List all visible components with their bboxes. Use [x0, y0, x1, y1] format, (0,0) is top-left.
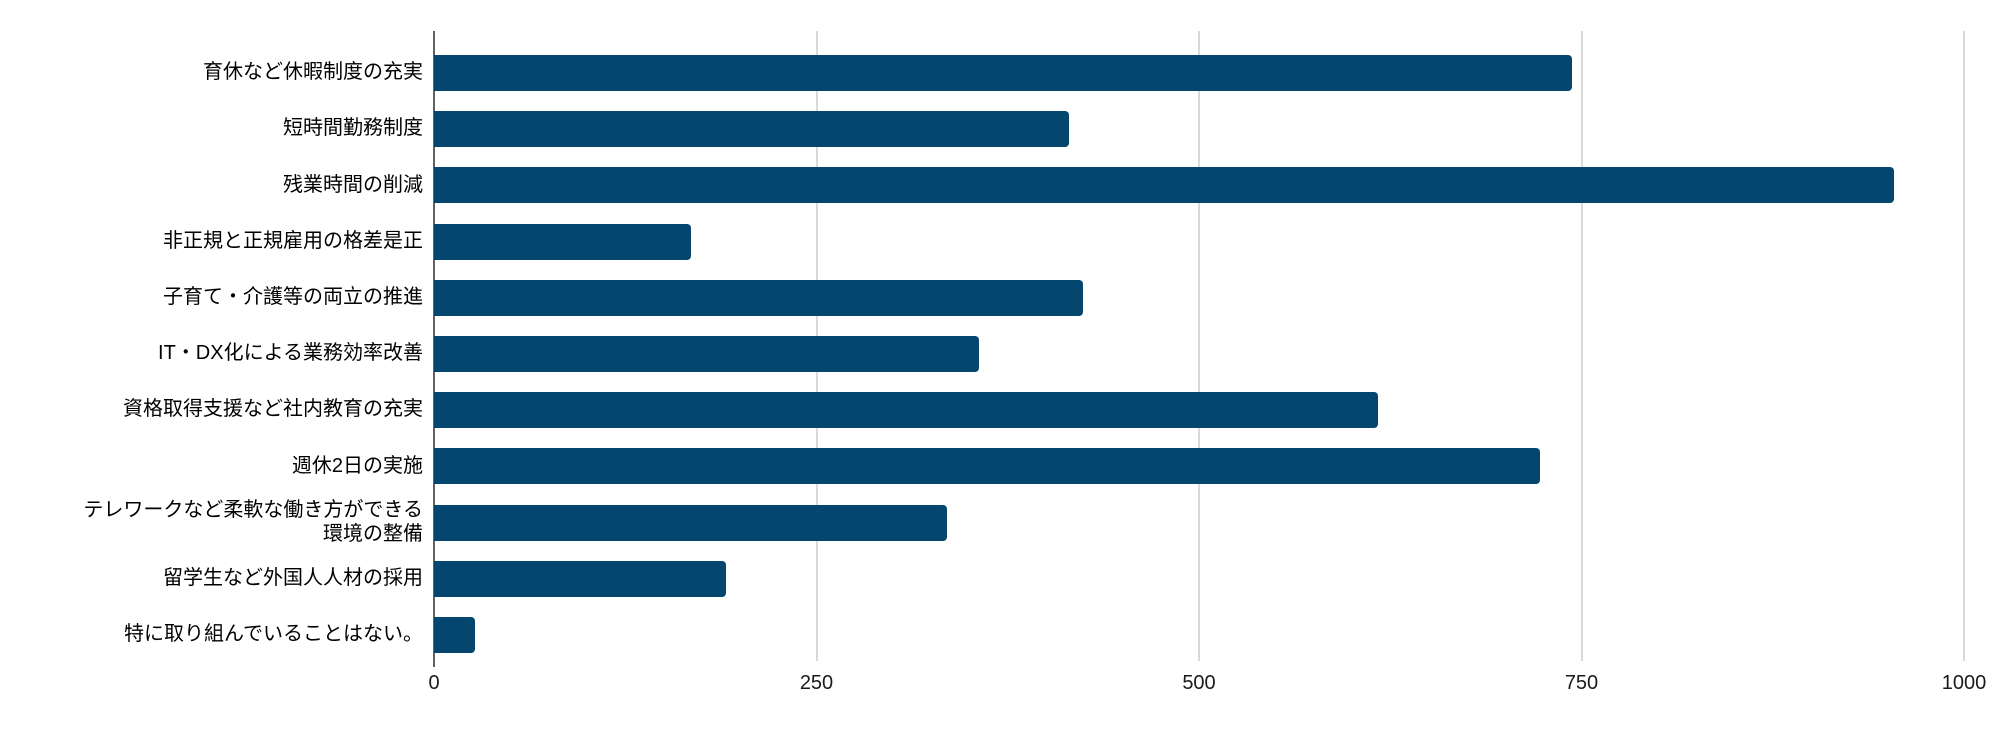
gridline [1963, 31, 1965, 661]
x-tick-label: 250 [799, 672, 834, 694]
category-label: 特に取り組んでいることはない。 [124, 623, 423, 646]
bar [434, 616, 476, 653]
category-label: 留学生など外国人人材の採用 [163, 566, 423, 589]
bar [434, 223, 692, 260]
chart-row: 子育て・介護等の両立の推進 [0, 270, 1964, 326]
gridline [1580, 31, 1583, 661]
chart-row: 残業時間の削減 [0, 157, 1964, 213]
bar-track [434, 326, 1964, 382]
chart-row: 留学生など外国人人材の採用 [0, 551, 1964, 607]
bar [434, 167, 1894, 204]
gridline [1198, 31, 1200, 661]
bar [434, 560, 727, 597]
chart-row: 短時間勤務制度 [0, 101, 1964, 157]
category-label: 育休など休暇制度の充実 [203, 61, 423, 84]
x-tick-label: 1000 [1941, 672, 1987, 694]
x-axis-ticks: 0 250 500 750 1000 [428, 672, 1986, 698]
bar [434, 392, 1378, 429]
bar-track [434, 214, 1964, 270]
x-tick-label: 0 [428, 672, 440, 694]
chart-row: 非正規と正規雇用の格差是正 [0, 214, 1964, 270]
category-label: 週休2日の実施 [291, 454, 423, 477]
chart-row: IT・DX化による業務効率改善 [0, 326, 1964, 382]
chart-rows: 育休など休暇制度の充実短時間勤務制度 残業時間の削減非正規と正規雇用の格差是正 子育… [0, 45, 1964, 663]
bar-track [434, 157, 1964, 213]
bar [434, 279, 1083, 316]
bar-track [434, 45, 1964, 101]
x-tick-label: 750 [1564, 672, 1599, 694]
bar-track [434, 495, 1964, 551]
chart-row: 資格取得支援など社内教育の充実 [0, 382, 1964, 438]
category-label: IT・DX化による業務効率改善 [158, 342, 423, 365]
bar-track [434, 551, 1964, 607]
category-label: テレワークなど柔軟な働き方ができる 環境の整備 [83, 499, 423, 545]
bar-track [434, 270, 1964, 326]
chart-row: 育休など休暇制度の充実 [0, 45, 1964, 101]
category-label: 子育て・介護等の両立の推進 [163, 286, 423, 309]
bar [434, 448, 1541, 485]
category-label: 残業時間の削減 [283, 173, 423, 196]
category-label: 資格取得支援など社内教育の充実 [123, 398, 423, 421]
bar [434, 55, 1573, 92]
bar-track [434, 101, 1964, 157]
bar-track [434, 382, 1964, 438]
bar [434, 336, 979, 373]
bar [434, 504, 947, 541]
category-label: 短時間勤務制度 [283, 117, 423, 140]
x-tick-label: 500 [1182, 672, 1216, 694]
bar [434, 111, 1069, 148]
chart-row: 特に取り組んでいることはない。 [0, 607, 1964, 663]
chart-row: 週休2日の実施 [0, 438, 1964, 494]
bar-track [434, 607, 1964, 663]
category-label: 非正規と正規雇用の格差是正 [163, 229, 423, 252]
bar-track [434, 438, 1964, 494]
chart-row: テレワークなど柔軟な働き方ができる 環境の整備 [0, 495, 1964, 551]
